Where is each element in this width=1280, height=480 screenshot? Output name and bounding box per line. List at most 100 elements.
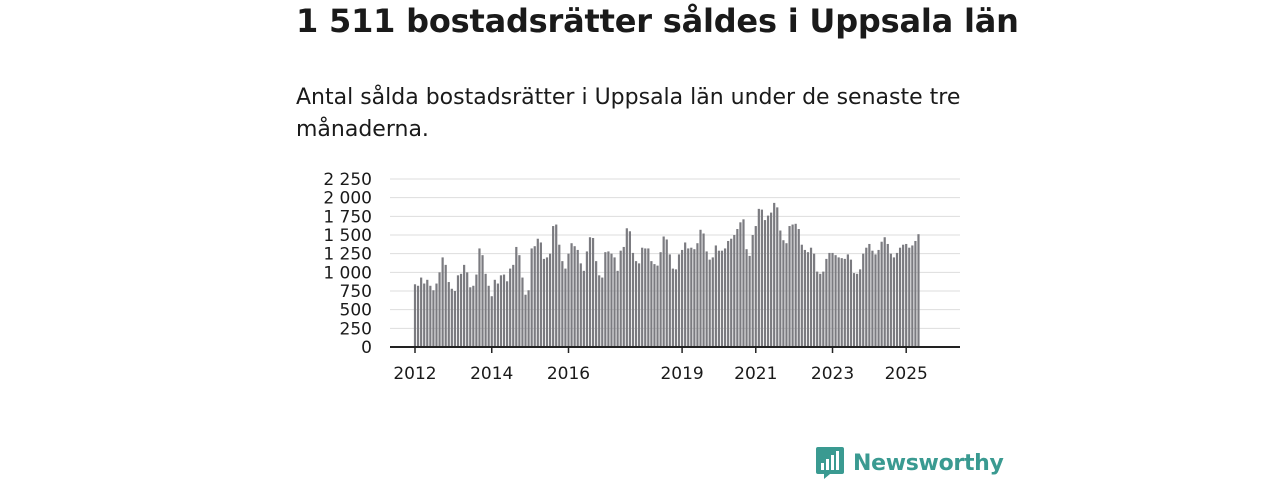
bar [671,268,674,347]
bar [601,277,604,347]
bar [665,239,668,347]
bar [616,270,619,347]
bar [862,253,865,347]
bar [582,270,585,347]
bar [813,253,816,347]
bar [604,252,607,347]
bar [742,219,745,347]
bar [877,249,880,347]
bar [647,248,650,347]
bar [843,258,846,347]
bar [745,249,748,347]
bar [782,240,785,347]
bar [816,271,819,347]
bar [634,261,638,347]
bar [502,274,506,347]
bar [819,273,822,347]
bar [803,249,806,347]
bar [849,259,853,347]
bar [717,250,721,347]
bar [723,248,727,347]
bar [684,242,687,347]
bar [487,285,490,347]
bar [595,261,598,347]
bar [518,255,521,347]
bar [760,209,764,347]
y-tick-label: 500 [340,301,372,321]
bar [696,243,699,347]
bar [905,243,908,347]
x-tick-label: 2016 [547,364,590,384]
bar [702,233,705,347]
bar [748,255,751,347]
bar [770,212,773,347]
bar [677,254,681,347]
bar [530,248,533,347]
bar [570,243,573,347]
bar [699,229,702,347]
bar [788,226,791,347]
bar [545,257,549,347]
y-tick-label: 0 [361,338,372,358]
bar [902,244,905,347]
bar [542,258,546,347]
x-tick-label: 2023 [811,364,854,384]
bar [481,255,484,347]
bar [720,250,724,347]
bar [831,252,834,347]
bar [889,253,892,347]
bar [886,243,889,347]
bar [733,235,736,347]
bar [638,263,641,347]
bar [791,224,794,347]
bar [653,264,656,347]
bar [420,277,423,347]
bar [441,257,444,347]
bar [757,208,760,347]
bar [680,249,684,347]
bar [475,274,478,347]
bar [496,283,499,347]
bar [641,247,644,347]
bar [822,271,825,347]
y-tick-label: 1 750 [323,207,372,227]
bar [429,285,432,347]
bar [874,254,877,347]
bar [714,245,717,347]
bar [438,272,441,347]
y-tick-label: 250 [340,319,372,339]
x-tick-label: 2014 [470,364,513,384]
bar [837,257,840,347]
y-tick-label: 1 250 [323,245,372,265]
bar-series [413,202,920,347]
bar [579,263,582,347]
bar [855,273,859,347]
bar [917,234,920,347]
bar [459,273,463,347]
bar [687,248,690,347]
chart-title: 1 511 bostadsrätter såldes i Uppsala län [296,2,1019,40]
y-tick-label: 1 000 [323,263,372,283]
bar [466,272,469,347]
bar-chart-logo-icon [816,447,844,479]
bar [892,257,896,347]
bar [763,220,767,347]
bar [880,241,883,347]
bar [598,275,601,347]
bar [908,247,911,347]
bar [708,259,711,347]
bar [809,247,813,347]
bar [607,251,610,347]
bar [730,238,733,347]
bar [662,236,665,347]
bar [690,247,693,347]
bar [524,294,527,347]
bar [898,247,902,347]
brand-logo[interactable]: Newsworthy [815,446,1004,480]
bar [548,253,552,347]
bar [499,275,503,347]
y-tick-label: 2 000 [323,189,372,209]
bar [472,285,475,347]
